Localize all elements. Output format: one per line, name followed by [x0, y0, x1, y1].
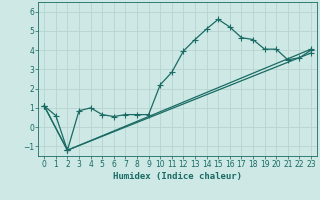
X-axis label: Humidex (Indice chaleur): Humidex (Indice chaleur) [113, 172, 242, 181]
